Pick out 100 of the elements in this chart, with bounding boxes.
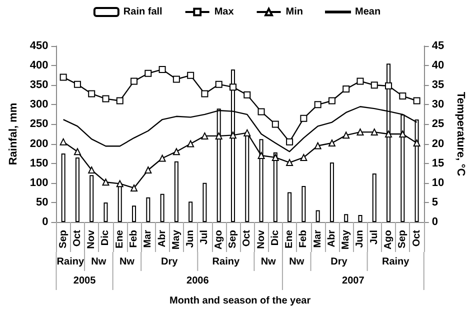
y-tick-label: 250 (30, 118, 48, 130)
point (102, 178, 110, 186)
point (74, 148, 81, 156)
x-tick-label: Oct (72, 229, 83, 247)
legend-label: Max (214, 6, 234, 18)
point (314, 101, 322, 108)
x-tick-label: Sep (227, 230, 238, 248)
point (272, 120, 279, 128)
y-tick-label: 0 (42, 216, 48, 228)
text: Nw (91, 256, 106, 268)
y2-tick-label: 35 (432, 79, 444, 92)
point (172, 76, 180, 83)
point (116, 97, 124, 104)
point (60, 138, 67, 146)
bar (358, 214, 362, 222)
x-tick-label: Jun (354, 230, 366, 248)
point (201, 90, 208, 98)
bar (132, 206, 136, 222)
point (215, 80, 222, 88)
point (244, 91, 251, 98)
point (187, 140, 194, 148)
point (399, 92, 406, 100)
bar (344, 214, 348, 222)
point (300, 114, 308, 122)
x-tick-label: Mar (312, 230, 324, 248)
x-tick-label: Sep (397, 230, 408, 248)
point (102, 95, 110, 102)
point (370, 82, 378, 89)
bar (160, 194, 164, 222)
bar (188, 202, 193, 222)
x-tick-label: Dic (270, 230, 281, 246)
point (172, 148, 180, 156)
point (356, 78, 364, 85)
x-tick-label: Feb (128, 230, 140, 248)
legend-label: Rain fall (123, 6, 163, 18)
bar (330, 162, 334, 222)
y2-tick-label: 40 (432, 60, 444, 72)
x-tick-label: Ene (284, 230, 296, 248)
legend-label: Mean (355, 6, 381, 18)
x-tick-label: Ene (114, 230, 126, 248)
x-tick-label: Ago (213, 230, 224, 250)
y-tick-label: 450 (30, 40, 48, 52)
bar (288, 192, 292, 222)
x-tick-label: Oct (411, 229, 422, 247)
bar (316, 210, 320, 222)
y2-tick-label: 0 (432, 216, 438, 228)
point (60, 74, 67, 81)
y-tick-label: 100 (30, 176, 48, 189)
point (158, 154, 166, 162)
x-axis-title: Month and season of the year (169, 296, 311, 306)
y2-tick-label: 25 (432, 118, 444, 130)
x-tick-label: May (340, 230, 352, 250)
x-tick-label: Ago (383, 230, 394, 250)
point (187, 72, 194, 79)
bar (174, 161, 178, 222)
x-tick-label: Abr (326, 230, 338, 248)
point (258, 108, 265, 116)
y-tick-label: 150 (30, 157, 48, 170)
x-tick-label: Abr (156, 230, 168, 248)
bar (372, 174, 376, 222)
point (88, 90, 96, 98)
point (244, 129, 251, 136)
x-tick-label: Mar (142, 230, 154, 248)
point (144, 166, 152, 174)
point (328, 97, 336, 104)
point (74, 80, 81, 88)
point (144, 70, 152, 77)
y2-tick-label: 10 (432, 176, 444, 189)
bar (61, 154, 66, 222)
y2-tick-label: 45 (432, 40, 444, 52)
x-tick-label: Feb (298, 230, 310, 248)
text: Rainy (212, 256, 240, 268)
y-tick-label: 200 (30, 138, 48, 150)
point (229, 132, 236, 139)
y2-tick-label: 5 (432, 196, 438, 208)
point (342, 86, 350, 93)
legend-label: Min (286, 6, 304, 18)
point (201, 132, 208, 140)
bar (202, 182, 207, 222)
y-tick-label: 50 (36, 196, 48, 208)
point (413, 139, 420, 146)
point (215, 132, 222, 140)
x-tick-label: Dic (100, 230, 112, 246)
point (328, 139, 336, 146)
x-tick-label: Nov (256, 230, 267, 249)
text: Rainy (382, 256, 410, 268)
y-tick-label: 350 (30, 79, 48, 92)
y-tick-label: 300 (30, 98, 48, 111)
x-tick-label: Sep (58, 230, 69, 248)
point (300, 154, 308, 161)
x-tick-label: Oct (242, 229, 253, 247)
point (314, 142, 322, 150)
text: Dry (330, 256, 348, 268)
point (342, 132, 350, 139)
y2-tick-label: 15 (432, 157, 444, 170)
x-tick-label: Jun (185, 230, 196, 248)
bar (146, 197, 150, 222)
x-tick-label: Nov (86, 230, 98, 249)
y-tick-label: 400 (30, 60, 48, 72)
point (130, 78, 138, 85)
